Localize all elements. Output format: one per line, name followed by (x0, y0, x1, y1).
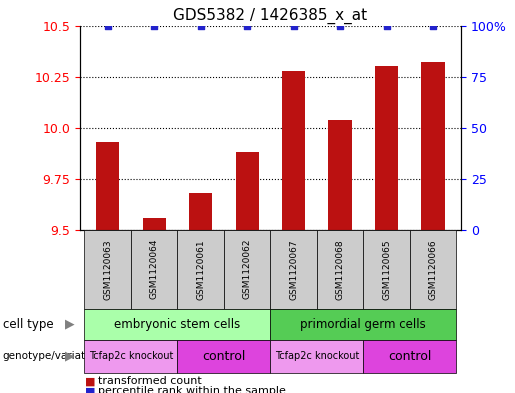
Point (289, 22, 298, 29)
Text: GSM1120066: GSM1120066 (428, 239, 438, 299)
Point (243, 22, 251, 29)
Bar (189, 193, 212, 230)
Bar (282, 70, 305, 230)
Text: control: control (202, 350, 246, 363)
Title: GDS5382 / 1426385_x_at: GDS5382 / 1426385_x_at (174, 8, 367, 24)
Text: Tcfap2c knockout: Tcfap2c knockout (274, 351, 359, 361)
Point (383, 22, 391, 29)
Text: ■: ■ (85, 386, 95, 393)
Bar (235, 152, 259, 230)
Text: GSM1120063: GSM1120063 (103, 239, 112, 299)
Bar (143, 218, 166, 230)
Bar (329, 119, 352, 230)
Bar (421, 62, 444, 230)
Text: GSM1120068: GSM1120068 (336, 239, 345, 299)
Text: GSM1120061: GSM1120061 (196, 239, 205, 299)
Bar (375, 66, 398, 230)
Point (336, 22, 344, 29)
Text: Tcfap2c knockout: Tcfap2c knockout (89, 351, 173, 361)
Text: primordial germ cells: primordial germ cells (300, 318, 426, 331)
Text: GSM1120064: GSM1120064 (150, 239, 159, 299)
Bar (96, 142, 119, 230)
Text: percentile rank within the sample: percentile rank within the sample (98, 386, 286, 393)
Point (104, 22, 112, 29)
Point (429, 22, 437, 29)
Text: control: control (388, 350, 432, 363)
Point (197, 22, 205, 29)
Text: GSM1120062: GSM1120062 (243, 239, 252, 299)
Text: transformed count: transformed count (98, 376, 201, 386)
Text: GSM1120067: GSM1120067 (289, 239, 298, 299)
Text: ▶: ▶ (65, 318, 75, 331)
Text: ▶: ▶ (65, 350, 75, 363)
Text: ■: ■ (85, 376, 95, 386)
Text: GSM1120065: GSM1120065 (382, 239, 391, 299)
Point (150, 22, 158, 29)
Text: cell type: cell type (3, 318, 53, 331)
Text: genotype/variation: genotype/variation (3, 351, 101, 361)
Text: embryonic stem cells: embryonic stem cells (114, 318, 241, 331)
